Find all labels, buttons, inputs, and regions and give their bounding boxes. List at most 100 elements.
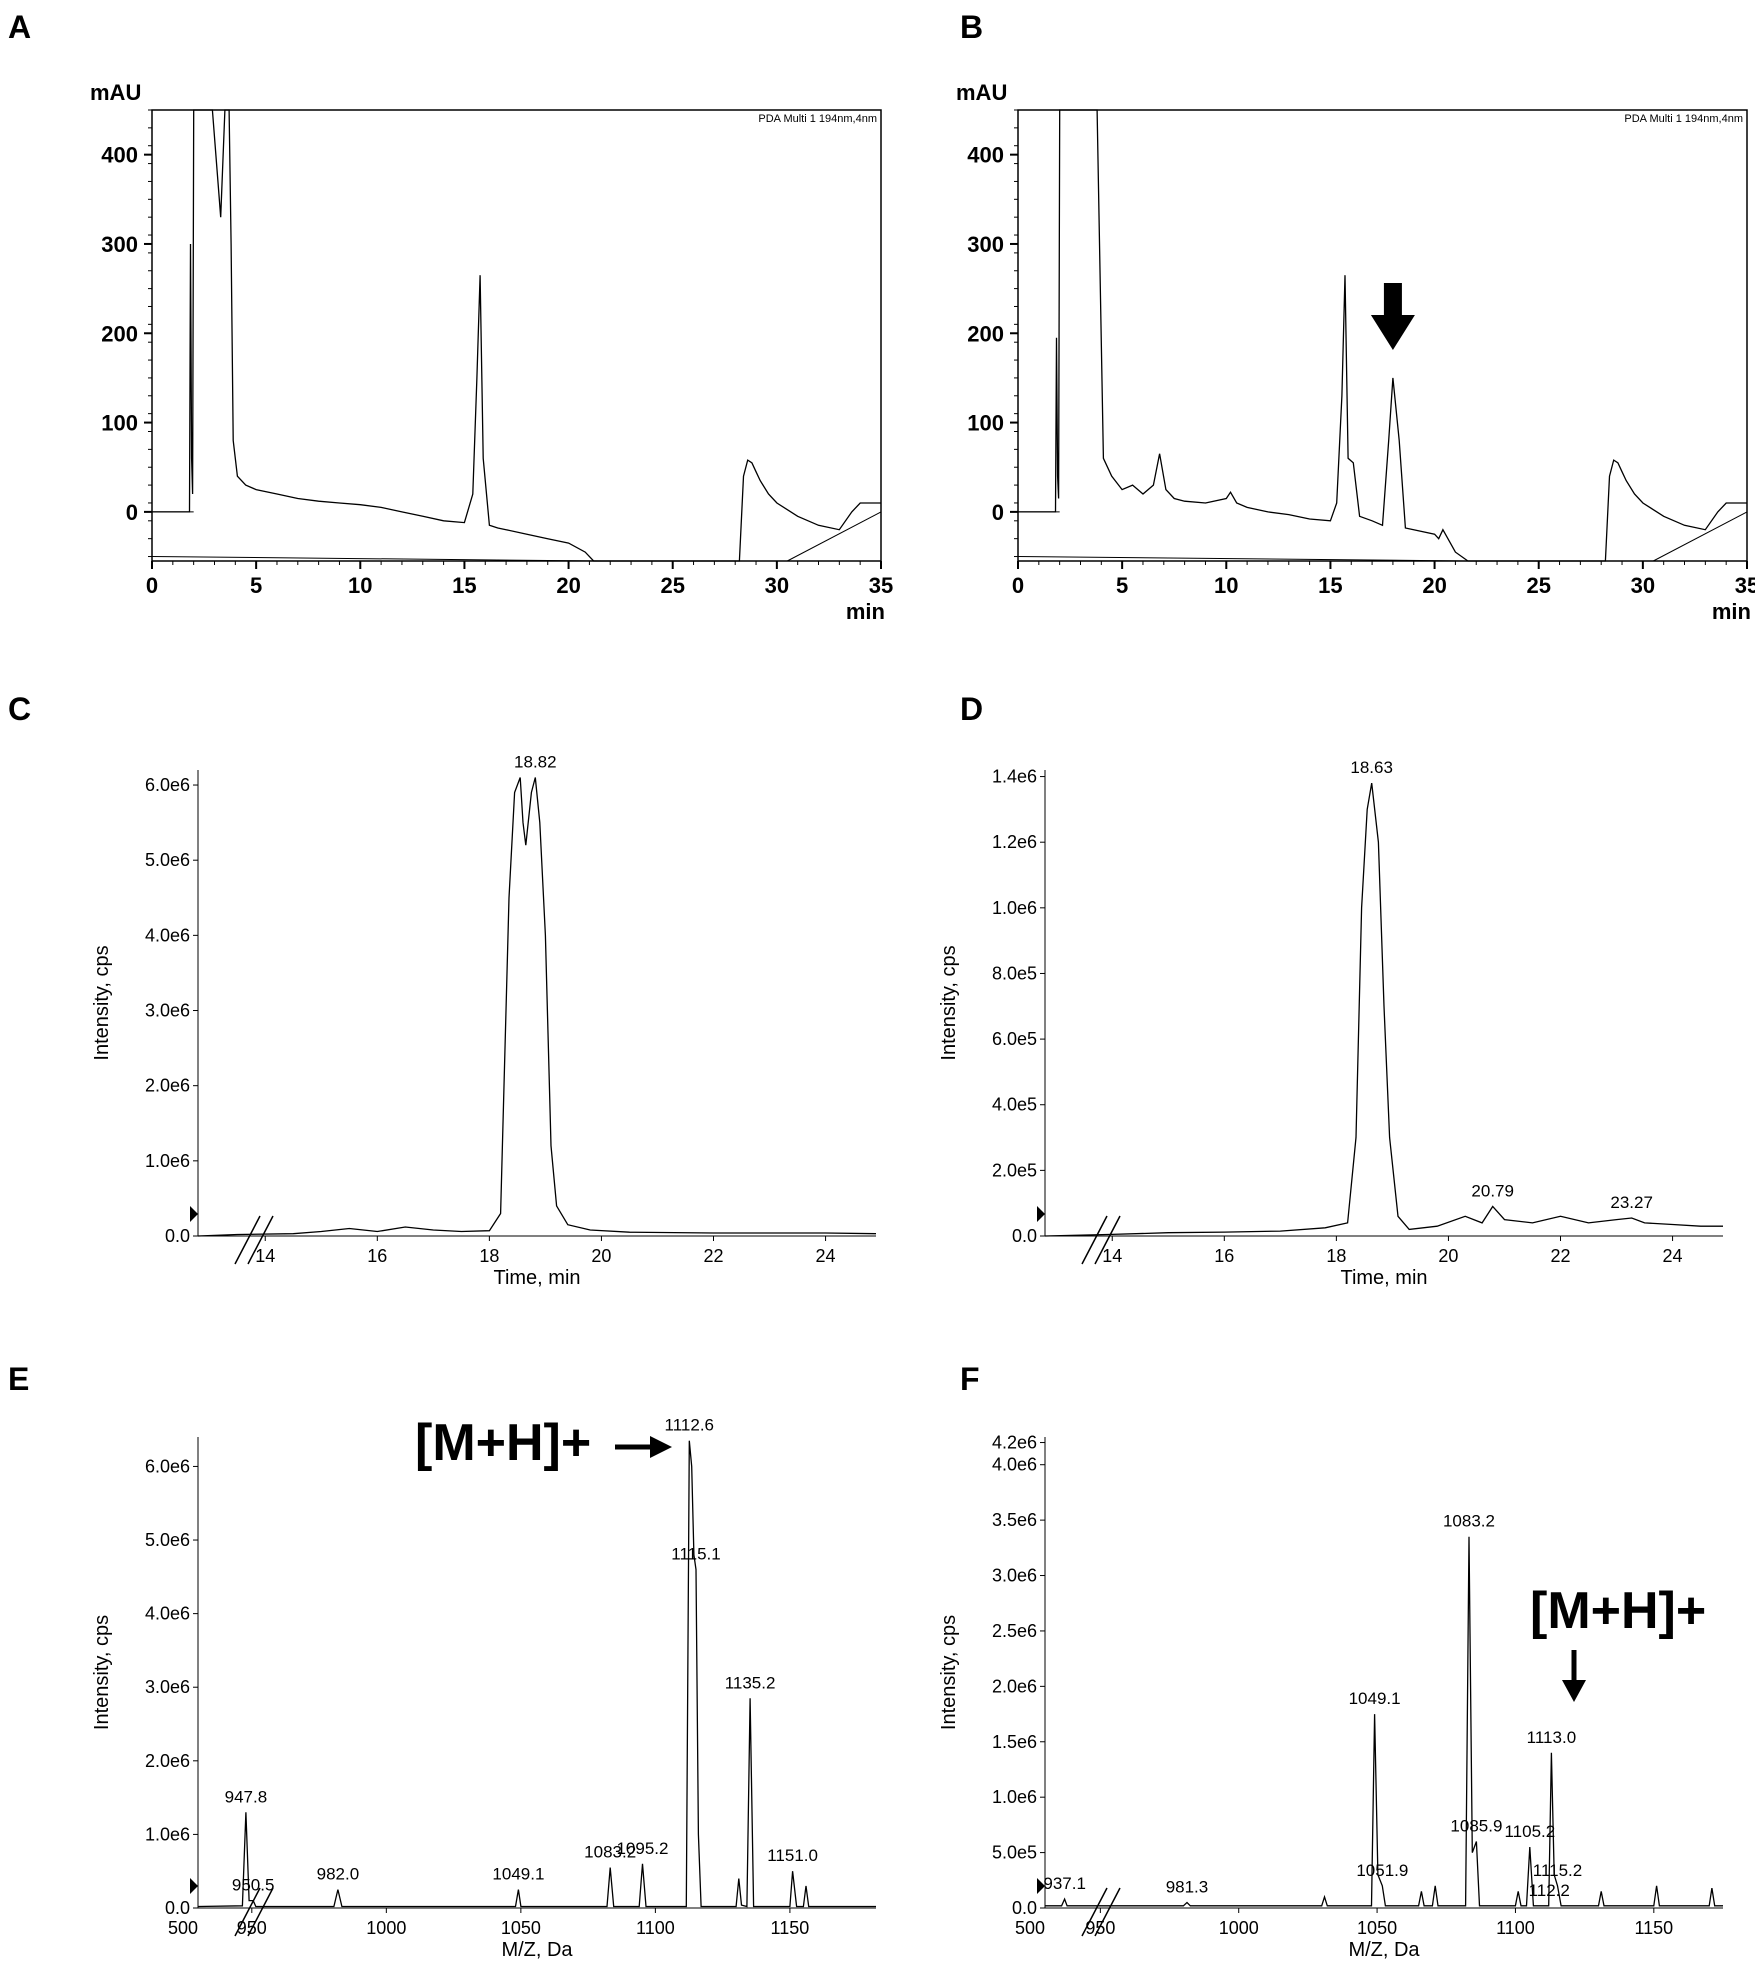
integration-baseline	[787, 511, 882, 562]
x-tick-label: 1100	[1496, 1918, 1535, 1938]
y-tick-label: 1.0e6	[145, 1151, 190, 1171]
y-tick-label: 2.0e6	[992, 1676, 1037, 1696]
series-line	[1018, 109, 1747, 562]
peak-label: 947.8	[225, 1787, 268, 1806]
x-axis-label: M/Z, Da	[501, 1939, 573, 1961]
peak-label: 1113.0	[1527, 1728, 1576, 1747]
panel-f: F 0.0 5.0e5 1.0e6 1.5e6 2.0e6 2.5e6 3.0e6 3.5e6 4…	[938, 1361, 1723, 1961]
x-tick-label: 30	[765, 573, 789, 598]
x-tick-label: 1150	[771, 1918, 810, 1938]
y-axis-label: Intensity, cps	[91, 1615, 113, 1730]
mh-arrow-icon	[650, 1436, 672, 1458]
x-tick-label: 14	[255, 1246, 275, 1266]
y-tick-label: 0	[992, 500, 1004, 525]
marker-triangle	[1037, 1878, 1045, 1894]
y-tick-label: 1.0e6	[992, 1787, 1037, 1807]
mh-annotation: [M+H]+	[415, 1414, 591, 1472]
x-axis-label: M/Z, Da	[1348, 1939, 1420, 1961]
axis-break	[1094, 1887, 1121, 1937]
axis-break	[1081, 1887, 1108, 1937]
y-tick-label: 200	[967, 321, 1004, 346]
peak-label: 1083.2	[584, 1843, 636, 1862]
y-tick-label: 6.0e6	[145, 1456, 190, 1476]
peak-label: 937.1	[1043, 1874, 1086, 1893]
x-tick-label: 1000	[1219, 1918, 1259, 1938]
y-tick-label: 4.0e6	[992, 1455, 1037, 1475]
y-tick-label: 1.0e6	[992, 898, 1037, 918]
marker-triangle	[190, 1206, 198, 1222]
y-tick-label: 0.0	[165, 1226, 190, 1246]
x-tick-label: 24	[1663, 1246, 1683, 1266]
y-tick-label: 200	[101, 321, 138, 346]
x-tick-label: 1100	[636, 1918, 675, 1938]
peak-label: 20.79	[1471, 1181, 1514, 1200]
x-tick-label: 30	[1631, 573, 1655, 598]
marker-triangle	[1037, 1206, 1045, 1222]
series-line	[197, 1440, 876, 1908]
y-axis-label: mAU	[90, 80, 141, 105]
peak-label: 1135.2	[725, 1673, 776, 1692]
y-axis-label: Intensity, cps	[938, 1615, 960, 1730]
panel-letter: E	[8, 1361, 29, 1397]
peak-label: 1085.9	[1450, 1817, 1502, 1836]
detector-label: PDA Multi 1 194nm,4nm	[758, 113, 877, 125]
y-tick-label: 6.0e6	[145, 775, 190, 795]
x-tick-label: 1050	[501, 1918, 541, 1938]
panel-letter: C	[8, 691, 31, 727]
peak-label: 112.2	[1529, 1881, 1570, 1900]
x-axis-label: Time, min	[1340, 1267, 1427, 1289]
peak-label: 1083.2	[1443, 1512, 1495, 1531]
panel-letter: F	[960, 1361, 980, 1397]
peak-label: 1049.1	[1349, 1689, 1401, 1708]
x-tick-label: 0	[1012, 573, 1024, 598]
y-tick-label: 400	[101, 143, 138, 168]
y-tick-label: 4.0e5	[992, 1095, 1037, 1115]
y-tick-label: 0	[126, 500, 138, 525]
panel-letter: D	[960, 691, 983, 727]
plot-frame	[151, 109, 882, 562]
y-tick-label: 100	[101, 411, 138, 436]
x-axis-label: Time, min	[493, 1267, 580, 1289]
y-tick-label: 300	[101, 232, 138, 257]
axis-break	[247, 1215, 274, 1265]
x-tick-label: 35	[1735, 573, 1755, 598]
x-tick-label: 25	[660, 573, 684, 598]
x-tick-label: 14	[1102, 1246, 1122, 1266]
x-tick-label: 1000	[366, 1918, 406, 1938]
y-tick-label: 2.0e6	[145, 1751, 190, 1771]
y-tick-label: 5.0e6	[145, 1530, 190, 1550]
y-tick-label: 4.2e6	[992, 1433, 1037, 1453]
y-tick-label: 100	[967, 411, 1004, 436]
peak-label: 1115.1	[671, 1544, 720, 1563]
x-tick-label-first: 500	[1015, 1918, 1045, 1938]
integration-baseline	[1653, 511, 1748, 562]
peak-label: 18.82	[514, 753, 557, 772]
x-tick-label: 35	[869, 573, 893, 598]
peak-label: 1049.1	[492, 1865, 544, 1884]
series-line	[152, 109, 881, 562]
y-axis-label: Intensity, cps	[91, 945, 113, 1060]
x-tick-label: 1050	[1357, 1918, 1397, 1938]
x-axis-label: min	[1712, 599, 1751, 624]
axis-break	[1081, 1215, 1108, 1265]
mh-annotation: [M+H]+	[1530, 1582, 1706, 1640]
x-tick-label: 22	[1550, 1246, 1570, 1266]
y-tick-label: 5.0e5	[992, 1843, 1037, 1863]
axis-break	[234, 1887, 261, 1937]
y-tick-label: 2.0e6	[145, 1076, 190, 1096]
panel-letter: B	[960, 9, 983, 45]
series-line	[1044, 782, 1723, 1237]
x-tick-label: 22	[703, 1246, 723, 1266]
y-tick-label: 4.0e6	[145, 1604, 190, 1624]
peak-arrow-icon	[1370, 283, 1415, 350]
x-tick-label: 5	[1116, 573, 1128, 598]
y-tick-label: 300	[967, 232, 1004, 257]
y-tick-label: 1.0e6	[145, 1824, 190, 1844]
peak-label: 23.27	[1610, 1193, 1653, 1212]
x-axis-label: min	[846, 599, 885, 624]
series-line	[197, 777, 877, 1237]
x-tick-label: 16	[367, 1246, 387, 1266]
peak-label: 1095.2	[616, 1839, 668, 1858]
x-tick-label: 24	[816, 1246, 836, 1266]
integration-baseline	[151, 556, 602, 562]
